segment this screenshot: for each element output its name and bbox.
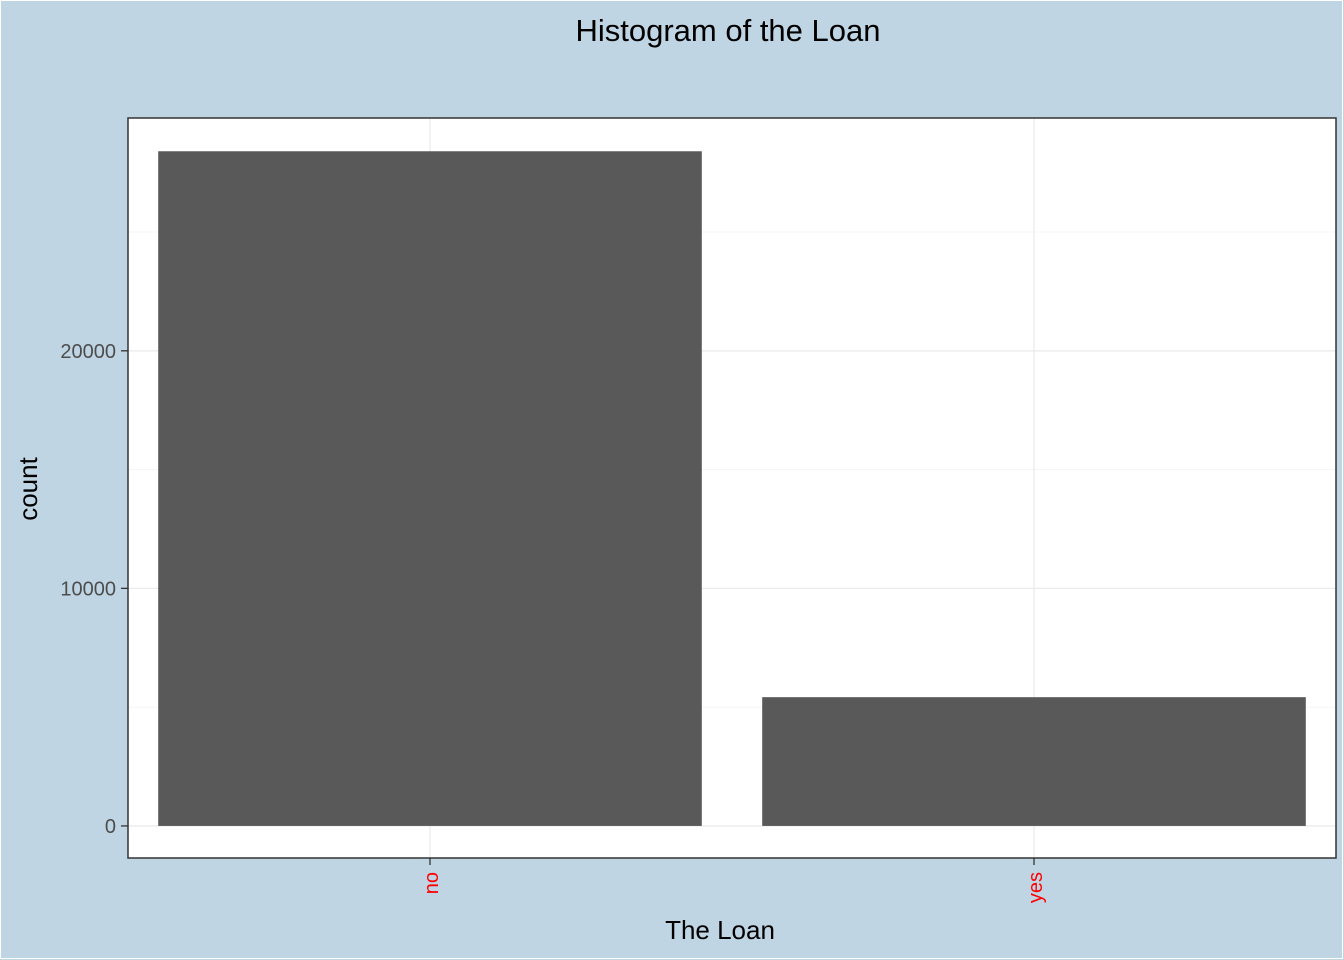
y-axis-title: count — [13, 456, 43, 520]
chart-title: Histogram of the Loan — [575, 13, 880, 48]
x-tick-label-yes: yes — [1025, 872, 1047, 903]
x-axis-tick-labels: no yes — [421, 872, 1047, 903]
x-axis-title: The Loan — [665, 915, 775, 945]
x-tick-label-no: no — [421, 872, 443, 894]
axis-ticks — [121, 350, 1035, 865]
bar-no — [158, 151, 702, 826]
bars — [158, 151, 1306, 826]
y-tick-label: 10000 — [60, 578, 116, 600]
y-tick-label: 20000 — [60, 341, 116, 363]
y-axis-tick-labels: 0 10000 20000 — [60, 341, 116, 838]
bar-yes — [762, 697, 1306, 826]
y-tick-label: 0 — [105, 816, 116, 838]
panel-border — [127, 117, 1337, 859]
